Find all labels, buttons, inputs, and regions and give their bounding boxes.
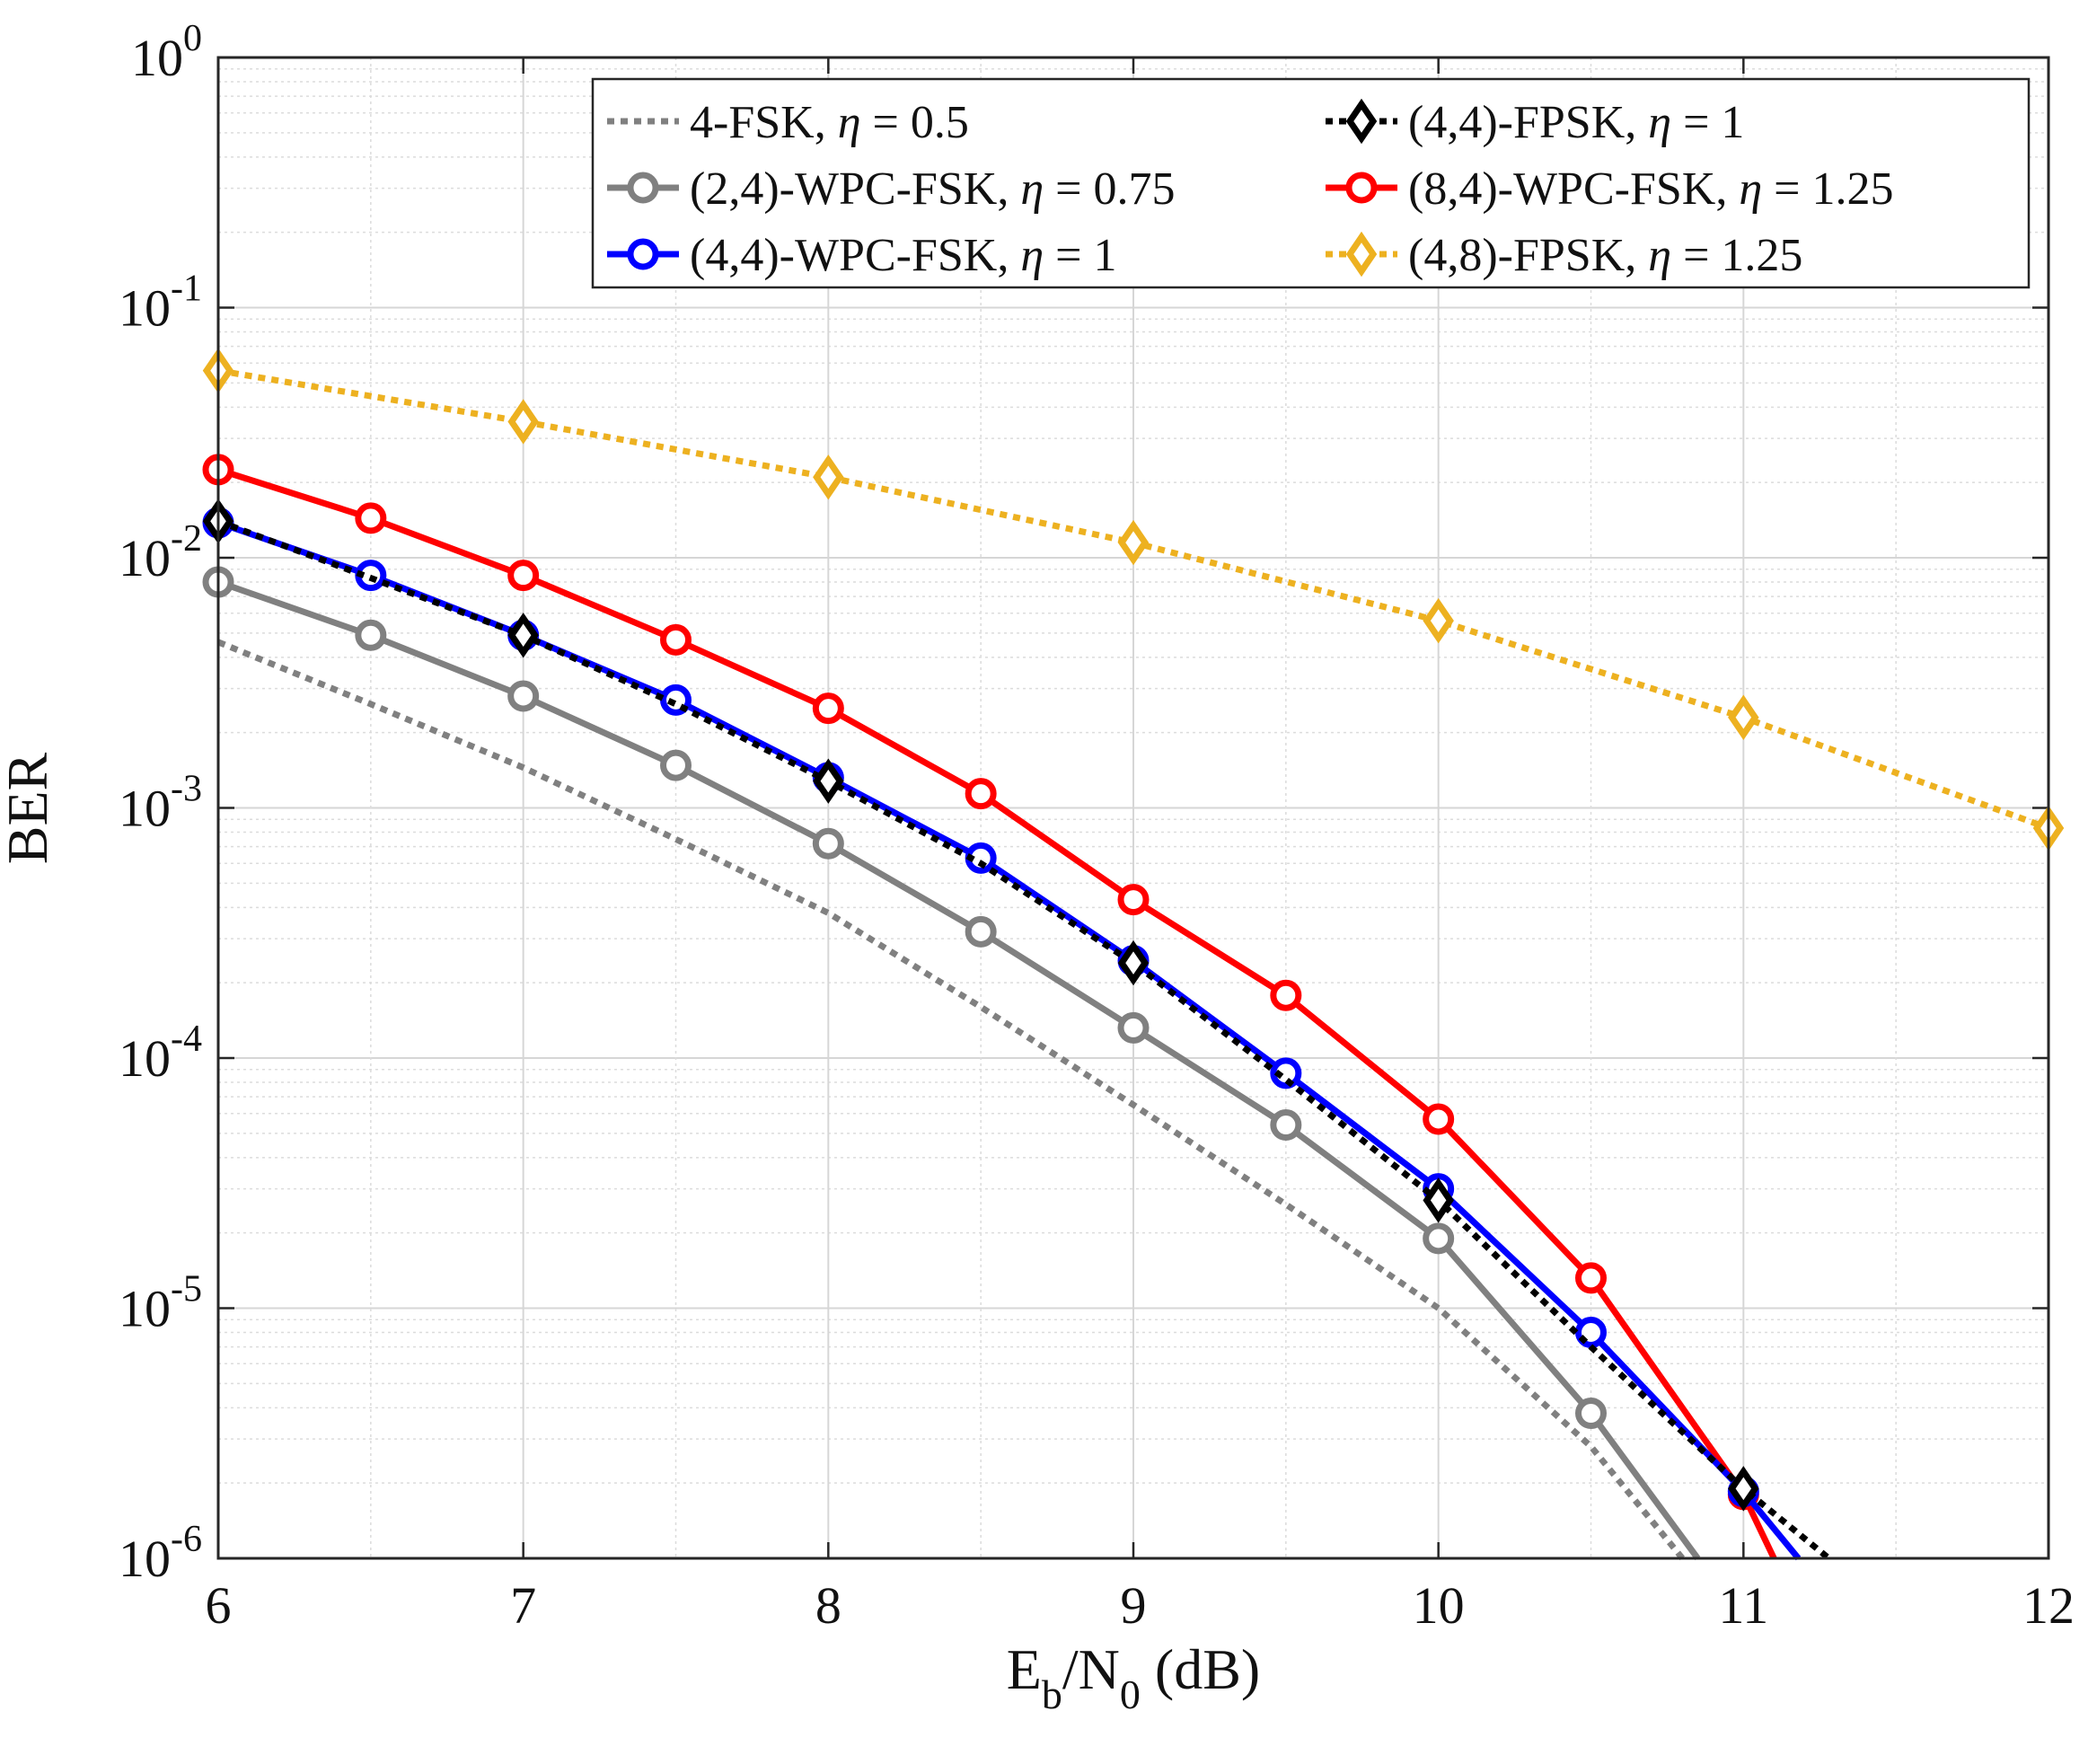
data-point bbox=[1728, 1466, 1759, 1512]
x-tick-labels: 6 7 8 9 10 11 12 bbox=[206, 1576, 2075, 1635]
legend-marker bbox=[1345, 98, 1378, 145]
x-axis-label: Eb/N0 (dB) bbox=[1007, 1637, 1260, 1717]
data-point bbox=[1423, 597, 1454, 644]
y-tick-exponent: -2 bbox=[171, 518, 202, 560]
data-point bbox=[1423, 1103, 1455, 1135]
data-point bbox=[1423, 1177, 1454, 1223]
x-tick-label: 9 bbox=[1121, 1576, 1147, 1635]
y-tick-base: 10 bbox=[131, 29, 183, 87]
x-label-suffix: (dB) bbox=[1141, 1637, 1260, 1701]
legend: 4-FSK, η = 0.5 (4,4)-FPSK, η = 1 (2,4)-WPC… bbox=[591, 77, 2031, 289]
data-point bbox=[813, 758, 844, 804]
legend-label: 4-FSK, η = 0.5 bbox=[690, 97, 969, 148]
data-point bbox=[813, 454, 844, 500]
legend-marker bbox=[1345, 172, 1378, 204]
y-tick-exponent: -3 bbox=[171, 769, 202, 810]
x-label-main2: /N bbox=[1062, 1637, 1120, 1701]
y-tick-exponent: -1 bbox=[171, 269, 202, 310]
y-tick-base: 10 bbox=[119, 1029, 171, 1088]
data-point bbox=[812, 827, 844, 860]
data-point bbox=[660, 623, 692, 656]
x-label-sub1: b bbox=[1042, 1671, 1062, 1717]
y-tick-exponent: -4 bbox=[171, 1019, 202, 1060]
data-point bbox=[507, 613, 539, 658]
data-point bbox=[965, 778, 997, 810]
data-point bbox=[812, 692, 844, 725]
series-1 bbox=[202, 566, 1701, 1561]
legend-label: (4,8)-FPSK, η = 1.25 bbox=[1408, 230, 1802, 281]
series-line bbox=[216, 518, 1831, 1561]
y-axis-label: BER bbox=[0, 752, 59, 864]
legend-entry: (4,8)-FPSK, η = 1.25 bbox=[1326, 230, 1802, 281]
y-tick-exponent: -5 bbox=[171, 1269, 202, 1310]
legend-entry: 4-FSK, η = 0.5 bbox=[607, 97, 969, 148]
series-0 bbox=[216, 639, 1686, 1561]
legend-label: (4,4)-FPSK, η = 1 bbox=[1408, 97, 1744, 148]
series-5 bbox=[202, 348, 2065, 851]
data-point bbox=[1117, 1011, 1150, 1044]
plot-frame bbox=[216, 56, 2050, 1560]
data-point bbox=[1117, 519, 1150, 566]
data-point bbox=[965, 915, 997, 948]
x-tick-label: 10 bbox=[1413, 1576, 1465, 1635]
x-tick-label: 8 bbox=[815, 1576, 841, 1635]
y-tick-label: 10-1 bbox=[119, 269, 202, 338]
x-label-sub2: 0 bbox=[1120, 1671, 1141, 1717]
legend-label: (2,4)-WPC-FSK, η = 0.75 bbox=[690, 163, 1175, 215]
data-point bbox=[1575, 1262, 1607, 1294]
data-point bbox=[507, 680, 540, 712]
legend-label: (8,4)-WPC-FSK, η = 1.25 bbox=[1408, 163, 1893, 215]
y-tick-exponent: 0 bbox=[183, 18, 202, 59]
legend-entry: (8,4)-WPC-FSK, η = 1.25 bbox=[1326, 163, 1893, 215]
legend-marker bbox=[1345, 231, 1378, 278]
data-point bbox=[507, 560, 540, 592]
y-tick-label: 10-5 bbox=[119, 1269, 202, 1338]
data-point bbox=[355, 502, 387, 534]
legend-marker bbox=[627, 172, 659, 204]
y-tick-base: 10 bbox=[119, 279, 171, 338]
data-point bbox=[1117, 884, 1150, 916]
legend-entry: (4,4)-WPC-FSK, η = 1 bbox=[607, 230, 1116, 281]
y-tick-base: 10 bbox=[119, 1280, 171, 1338]
x-tick-label: 6 bbox=[206, 1576, 232, 1635]
data-point bbox=[1728, 694, 1759, 740]
y-tick-label: 100 bbox=[131, 18, 202, 87]
x-label-main1: E bbox=[1007, 1637, 1042, 1701]
legend-box bbox=[591, 77, 2031, 289]
y-tick-base: 10 bbox=[119, 529, 171, 587]
y-tick-base: 10 bbox=[119, 780, 171, 838]
data-point bbox=[1270, 1109, 1302, 1142]
data-point bbox=[1270, 979, 1302, 1011]
data-point bbox=[507, 399, 539, 445]
legend-label: (4,4)-WPC-FSK, η = 1 bbox=[690, 230, 1116, 281]
series-group bbox=[202, 348, 2065, 1561]
x-tick-label: 11 bbox=[1718, 1576, 1768, 1635]
x-tick-label: 7 bbox=[510, 1576, 536, 1635]
y-tick-label: 10-2 bbox=[119, 518, 202, 587]
legend-entry: (4,4)-FPSK, η = 1 bbox=[1326, 97, 1744, 148]
series-line bbox=[216, 466, 1777, 1560]
y-tick-exponent: -6 bbox=[171, 1519, 202, 1560]
data-point bbox=[355, 619, 387, 651]
legend-marker bbox=[627, 238, 659, 270]
legend-entry: (2,4)-WPC-FSK, η = 0.75 bbox=[607, 163, 1175, 215]
data-point bbox=[1270, 1057, 1302, 1089]
y-tick-label: 10-6 bbox=[119, 1519, 202, 1588]
data-point bbox=[1117, 939, 1150, 986]
y-tick-base: 10 bbox=[119, 1530, 171, 1588]
y-tick-label: 10-3 bbox=[119, 769, 202, 838]
data-point bbox=[660, 749, 692, 781]
y-tick-label: 10-4 bbox=[119, 1019, 202, 1088]
data-point bbox=[1423, 1222, 1455, 1255]
series-line bbox=[216, 639, 1686, 1561]
data-point bbox=[1575, 1398, 1607, 1430]
x-tick-label: 12 bbox=[2022, 1576, 2075, 1635]
